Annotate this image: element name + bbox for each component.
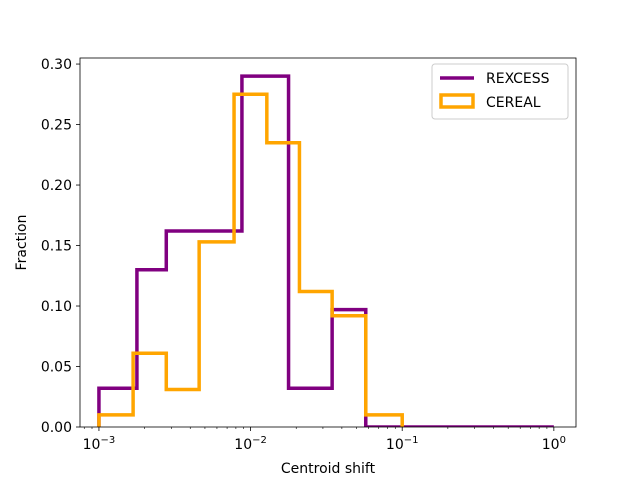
legend-label-cereal: CEREAL <box>486 95 541 111</box>
x-axis: 10−3 10−2 10−1 100 <box>83 427 566 453</box>
plot-frame <box>79 57 577 428</box>
y-tick-label: 0.05 <box>41 360 72 376</box>
x-tick-label: 10−2 <box>234 435 267 453</box>
x-tick-label: 100 <box>542 435 566 453</box>
legend-swatch-cereal <box>439 93 475 109</box>
y-tick-label: 0.30 <box>41 57 72 73</box>
x-tick-label: 10−1 <box>386 435 419 453</box>
series-layer <box>97 74 554 427</box>
x-tick-label: 10−3 <box>83 435 116 453</box>
y-axis: 0.00 0.05 0.10 0.15 0.20 0.25 0.30 <box>41 57 80 436</box>
y-tick-label: 0.00 <box>41 420 72 436</box>
legend: REXCESS CEREAL <box>431 63 569 120</box>
y-axis-label: Fraction <box>14 215 30 271</box>
legend-label-rexcess: REXCESS <box>486 71 550 87</box>
y-tick-label: 0.10 <box>41 299 72 315</box>
y-tick-label: 0.15 <box>41 239 72 255</box>
x-axis-label: Centroid shift <box>281 461 376 477</box>
y-tick-label: 0.25 <box>41 118 72 134</box>
series-cereal-step <box>97 92 404 427</box>
y-tick-label: 0.20 <box>41 178 72 194</box>
